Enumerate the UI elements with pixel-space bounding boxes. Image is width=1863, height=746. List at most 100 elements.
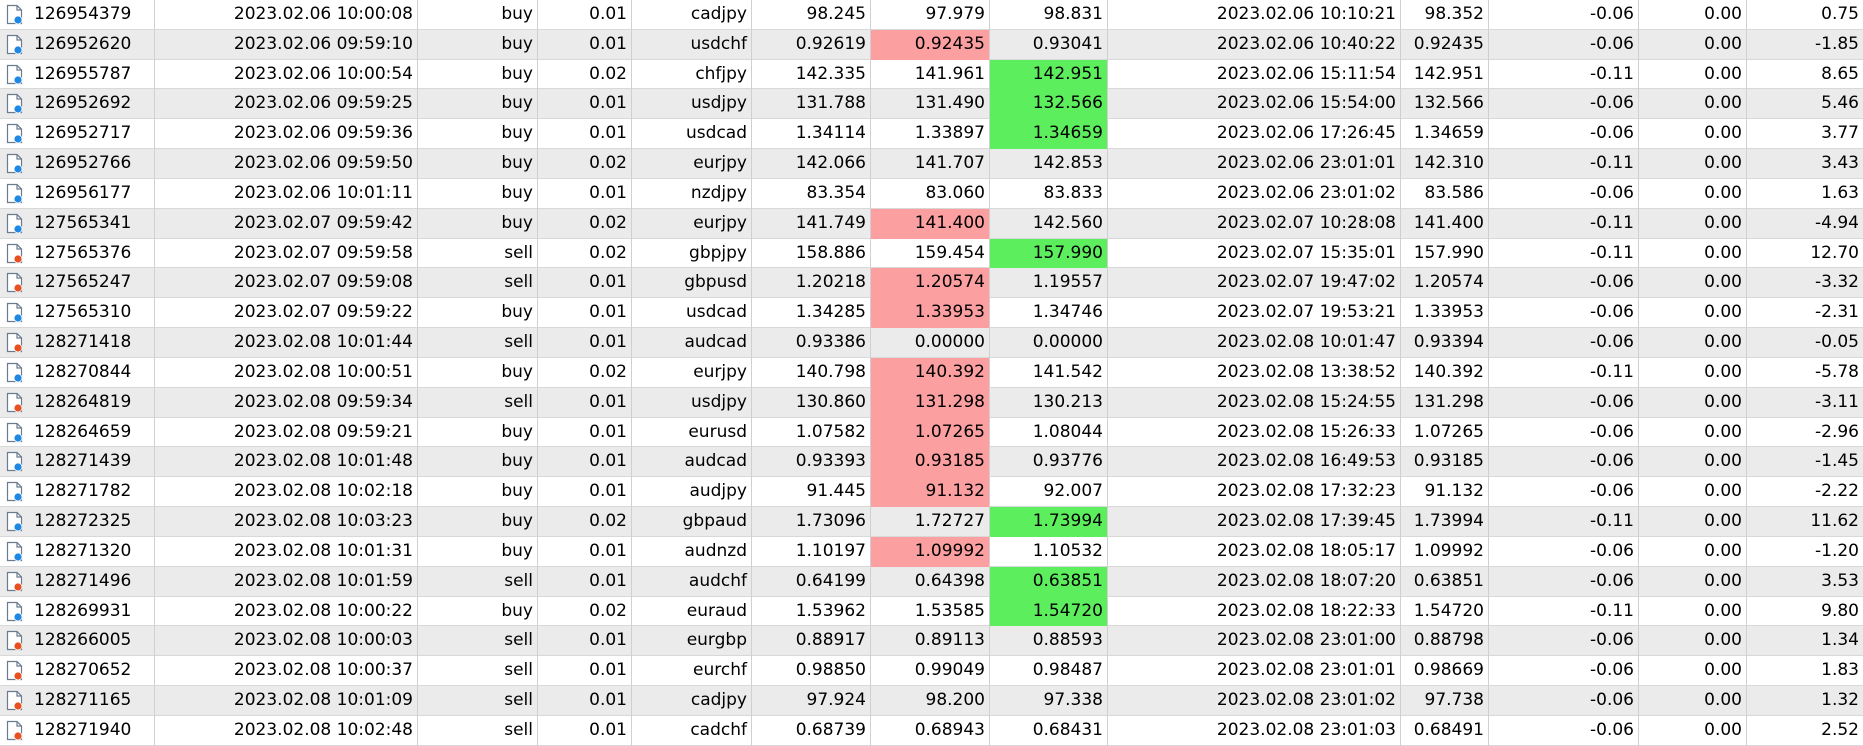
open-time-cell: 2023.02.08 10:00:03 [155, 626, 418, 657]
commission-cell: -0.06 [1489, 178, 1639, 209]
close-time-cell: 2023.02.07 15:35:01 [1108, 238, 1401, 269]
close-time-cell: 2023.02.08 10:01:47 [1108, 328, 1401, 358]
take-profit-cell: 157.990 [990, 238, 1108, 269]
close-price-cell: 97.738 [1401, 686, 1489, 716]
table-row[interactable]: 126952620 2023.02.06 09:59:10 buy 0.01 usdch… [0, 29, 1863, 60]
open-time-cell: 2023.02.06 09:59:50 [155, 149, 418, 179]
open-time-cell: 2023.02.07 09:59:58 [155, 238, 418, 269]
order-sell-icon [6, 272, 23, 293]
swap-cell: 0.00 [1639, 119, 1747, 150]
stop-loss-cell: 131.490 [871, 89, 990, 120]
symbol-cell: usdcad [632, 119, 752, 150]
open-price-cell: 1.20218 [752, 268, 871, 299]
profit-cell: -5.78 [1815, 361, 1859, 382]
table-row[interactable]: 127565376 2023.02.07 09:59:58 sell 0.02 gbpj… [0, 238, 1863, 269]
close-price-cell: 83.586 [1401, 178, 1489, 209]
table-row[interactable]: 126954379 2023.02.06 10:00:08 buy 0.01 cadjp… [0, 0, 1863, 30]
table-row[interactable]: 126955787 2023.02.06 10:00:54 buy 0.02 chfjp… [0, 59, 1863, 90]
table-row[interactable]: 128271320 2023.02.08 10:01:31 buy 0.01 audnz… [0, 536, 1863, 567]
table-row[interactable]: 128271439 2023.02.08 10:01:48 buy 0.01 audca… [0, 447, 1863, 478]
type-cell: buy [418, 596, 538, 627]
order-buy-icon [6, 4, 23, 25]
ticket-cell: 126954379 [0, 0, 155, 30]
table-row[interactable]: 128271496 2023.02.08 10:01:59 sell 0.01 audc… [0, 566, 1863, 597]
volume-cell: 0.01 [538, 89, 632, 120]
open-price-cell: 158.886 [752, 238, 871, 269]
open-time-cell: 2023.02.08 10:01:44 [155, 328, 418, 358]
table-row[interactable]: 128271782 2023.02.08 10:02:18 buy 0.01 audjp… [0, 477, 1863, 508]
stop-loss-cell: 0.64398 [871, 566, 990, 597]
table-row[interactable]: 128264819 2023.02.08 09:59:34 sell 0.01 usdj… [0, 387, 1863, 418]
open-price-cell: 140.798 [752, 357, 871, 388]
table-row[interactable]: 128270844 2023.02.08 10:00:51 buy 0.02 eurjp… [0, 357, 1863, 388]
profit-cell: 5.46 [1821, 93, 1859, 114]
close-time-cell: 2023.02.08 17:39:45 [1108, 507, 1401, 537]
table-row[interactable]: 127565341 2023.02.07 09:59:42 buy 0.02 eurjp… [0, 208, 1863, 239]
volume-cell: 0.01 [538, 686, 632, 716]
swap-cell: 0.00 [1639, 89, 1747, 120]
symbol-cell: cadjpy [632, 0, 752, 30]
type-cell: buy [418, 149, 538, 179]
table-row[interactable]: 126952692 2023.02.06 09:59:25 buy 0.01 usdjp… [0, 89, 1863, 120]
profit-cell: -3.32 [1815, 272, 1859, 293]
stop-loss-cell: 1.07265 [871, 417, 990, 448]
ticket-cell: 127565247 [0, 268, 155, 299]
swap-cell: 0.00 [1639, 298, 1747, 329]
table-row[interactable]: 127565247 2023.02.07 09:59:08 sell 0.01 gbpu… [0, 268, 1863, 299]
type-cell: buy [418, 89, 538, 120]
commission-cell: -0.06 [1489, 29, 1639, 60]
open-time-cell: 2023.02.08 10:01:31 [155, 536, 418, 567]
take-profit-cell: 1.34659 [990, 119, 1108, 150]
take-profit-cell: 1.08044 [990, 417, 1108, 448]
table-row[interactable]: 128270652 2023.02.08 10:00:37 sell 0.01 eurc… [0, 656, 1863, 687]
profit-cell: -1.20 [1815, 540, 1859, 561]
volume-cell: 0.01 [538, 626, 632, 657]
stop-loss-cell: 97.979 [871, 0, 990, 30]
commission-cell: -0.06 [1489, 268, 1639, 299]
take-profit-cell: 0.93041 [990, 29, 1108, 60]
order-sell-icon [6, 332, 23, 353]
ticket-cell: 128270652 [0, 656, 155, 687]
ticket-cell: 128271439 [0, 447, 155, 478]
order-buy-icon [6, 153, 23, 174]
table-row[interactable]: 128271418 2023.02.08 10:01:44 sell 0.01 audc… [0, 328, 1863, 358]
table-row[interactable]: 128272325 2023.02.08 10:03:23 buy 0.02 gbpau… [0, 507, 1863, 537]
take-profit-cell: 97.338 [990, 686, 1108, 716]
close-price-cell: 98.352 [1401, 0, 1489, 30]
profit-cell: 1.34 [1821, 630, 1859, 651]
table-row[interactable]: 126956177 2023.02.06 10:01:11 buy 0.01 nzdjp… [0, 178, 1863, 209]
close-price-cell: 0.98669 [1401, 656, 1489, 687]
close-time-cell: 2023.02.08 18:22:33 [1108, 596, 1401, 627]
close-price-cell: 132.566 [1401, 89, 1489, 120]
close-time-cell: 2023.02.06 15:54:00 [1108, 89, 1401, 120]
stop-loss-cell: 0.93185 [871, 447, 990, 478]
order-buy-icon [6, 183, 23, 204]
open-time-cell: 2023.02.08 10:02:48 [155, 715, 418, 746]
close-price-cell: 1.20574 [1401, 268, 1489, 299]
table-row[interactable]: 126952766 2023.02.06 09:59:50 buy 0.02 eurjp… [0, 149, 1863, 179]
open-price-cell: 97.924 [752, 686, 871, 716]
take-profit-cell: 92.007 [990, 477, 1108, 508]
table-row[interactable]: 128271940 2023.02.08 10:02:48 sell 0.01 cadc… [0, 715, 1863, 746]
type-cell: buy [418, 357, 538, 388]
swap-cell: 0.00 [1639, 715, 1747, 746]
table-row[interactable]: 126952717 2023.02.06 09:59:36 buy 0.01 usdca… [0, 119, 1863, 150]
open-time-cell: 2023.02.08 10:01:48 [155, 447, 418, 478]
close-price-cell: 157.990 [1401, 238, 1489, 269]
close-time-cell: 2023.02.07 19:47:02 [1108, 268, 1401, 299]
commission-cell: -0.06 [1489, 686, 1639, 716]
swap-cell: 0.00 [1639, 626, 1747, 657]
table-row[interactable]: 128271165 2023.02.08 10:01:09 sell 0.01 cadj… [0, 686, 1863, 716]
table-row[interactable]: 128269931 2023.02.08 10:00:22 buy 0.02 eurau… [0, 596, 1863, 627]
table-row[interactable]: 127565310 2023.02.07 09:59:22 buy 0.01 usdca… [0, 298, 1863, 329]
profit-cell: 1.32 [1821, 690, 1859, 711]
table-row[interactable]: 128266005 2023.02.08 10:00:03 sell 0.01 eurg… [0, 626, 1863, 657]
table-row[interactable]: 128264659 2023.02.08 09:59:21 buy 0.01 eurus… [0, 417, 1863, 448]
close-time-cell: 2023.02.06 23:01:02 [1108, 178, 1401, 209]
symbol-cell: cadchf [632, 715, 752, 746]
take-profit-cell: 132.566 [990, 89, 1108, 120]
volume-cell: 0.01 [538, 447, 632, 478]
close-time-cell: 2023.02.08 15:24:55 [1108, 387, 1401, 418]
volume-cell: 0.01 [538, 656, 632, 687]
symbol-cell: eurjpy [632, 149, 752, 179]
